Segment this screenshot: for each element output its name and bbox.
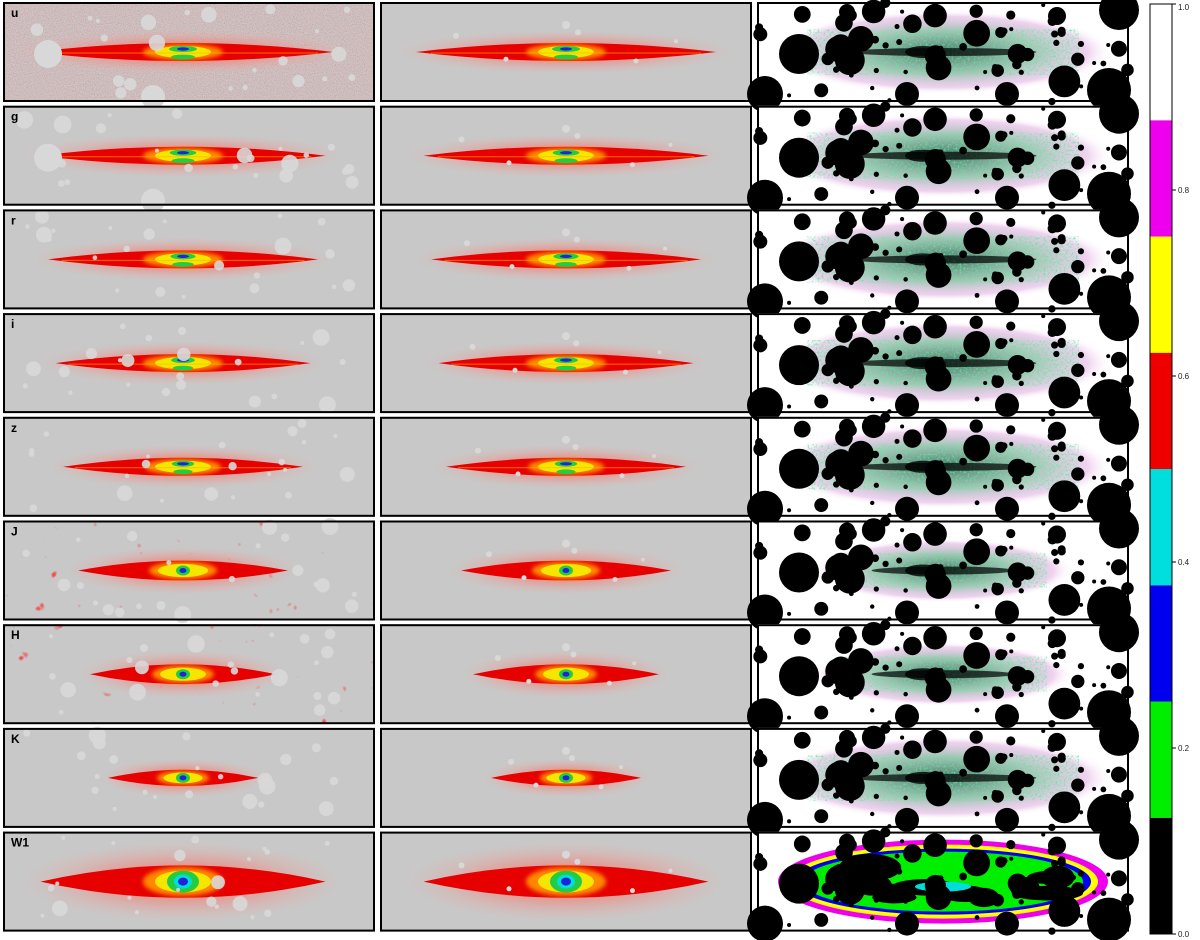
panel-grid: u g r i z J H K W1 bbox=[3, 0, 1139, 940]
row-K: K bbox=[3, 715, 1139, 838]
panel-z-residual bbox=[747, 404, 1139, 527]
colorbar-segment-0 bbox=[1150, 817, 1172, 934]
panel-u-data bbox=[3, 2, 375, 109]
colorbar: 0.0 0.2 0.4 0.6 0.8 1.0 bbox=[1149, 3, 1190, 939]
band-label-r: r bbox=[11, 213, 16, 227]
colorbar-segment-2 bbox=[1150, 585, 1172, 702]
band-label-J: J bbox=[11, 525, 18, 539]
panel-J-model bbox=[380, 520, 752, 621]
panel-i-residual bbox=[747, 301, 1139, 424]
colorbar-segment-4 bbox=[1150, 352, 1172, 469]
row-g: g bbox=[3, 93, 1139, 216]
panel-i-data bbox=[3, 313, 375, 414]
colorbar-segment-6 bbox=[1150, 120, 1172, 237]
panel-i-model bbox=[380, 313, 752, 414]
band-label-K: K bbox=[11, 732, 20, 746]
colorbar-segment-3 bbox=[1150, 469, 1172, 586]
panel-u-model bbox=[380, 2, 752, 102]
colorbar-tick-label: 0.2 bbox=[1178, 744, 1190, 753]
band-label-W1: W1 bbox=[11, 836, 29, 850]
colorbar-segment-7 bbox=[1150, 4, 1172, 121]
band-label-H: H bbox=[11, 628, 20, 642]
panel-g-model bbox=[380, 105, 752, 206]
row-z: z bbox=[3, 404, 1139, 527]
panel-g-residual bbox=[747, 93, 1139, 216]
panel-W1-model bbox=[380, 831, 752, 932]
row-i: i bbox=[3, 301, 1139, 424]
panel-H-residual bbox=[747, 612, 1139, 735]
panel-u-residual bbox=[747, 0, 1139, 112]
panel-J-data bbox=[3, 518, 375, 624]
row-H: H bbox=[3, 612, 1139, 735]
colorbar-tick-label: 0.6 bbox=[1178, 372, 1190, 381]
colorbar-segment-5 bbox=[1150, 236, 1172, 353]
band-label-u: u bbox=[11, 6, 18, 20]
colorbar-tick-label: 1.0 bbox=[1178, 3, 1190, 12]
panel-g-data bbox=[3, 105, 375, 213]
row-W1: W1 bbox=[3, 819, 1139, 940]
panel-r-model bbox=[380, 209, 752, 310]
panel-r-residual bbox=[747, 197, 1139, 320]
panel-W1-data bbox=[3, 831, 375, 932]
colorbar-tick-label: 0.0 bbox=[1178, 930, 1190, 939]
band-label-i: i bbox=[11, 317, 14, 331]
panel-J-residual bbox=[747, 508, 1139, 631]
panel-W1-residual bbox=[747, 819, 1139, 940]
panel-z-model bbox=[380, 416, 752, 517]
panel-K-data bbox=[3, 726, 375, 828]
panel-K-model bbox=[380, 727, 752, 828]
row-J: J bbox=[3, 508, 1139, 631]
panel-z-data bbox=[3, 416, 375, 517]
panel-r-data bbox=[3, 209, 375, 310]
colorbar-segment-1 bbox=[1150, 701, 1172, 818]
row-r: r bbox=[3, 197, 1139, 320]
panel-H-model bbox=[380, 624, 752, 725]
band-label-g: g bbox=[11, 110, 18, 124]
panel-K-residual bbox=[747, 715, 1139, 838]
row-u: u bbox=[3, 0, 1139, 112]
colorbar-tick-label: 0.4 bbox=[1178, 558, 1190, 567]
band-label-z: z bbox=[11, 421, 17, 435]
panel-H-data bbox=[3, 624, 375, 725]
colorbar-tick-label: 0.8 bbox=[1178, 186, 1190, 195]
